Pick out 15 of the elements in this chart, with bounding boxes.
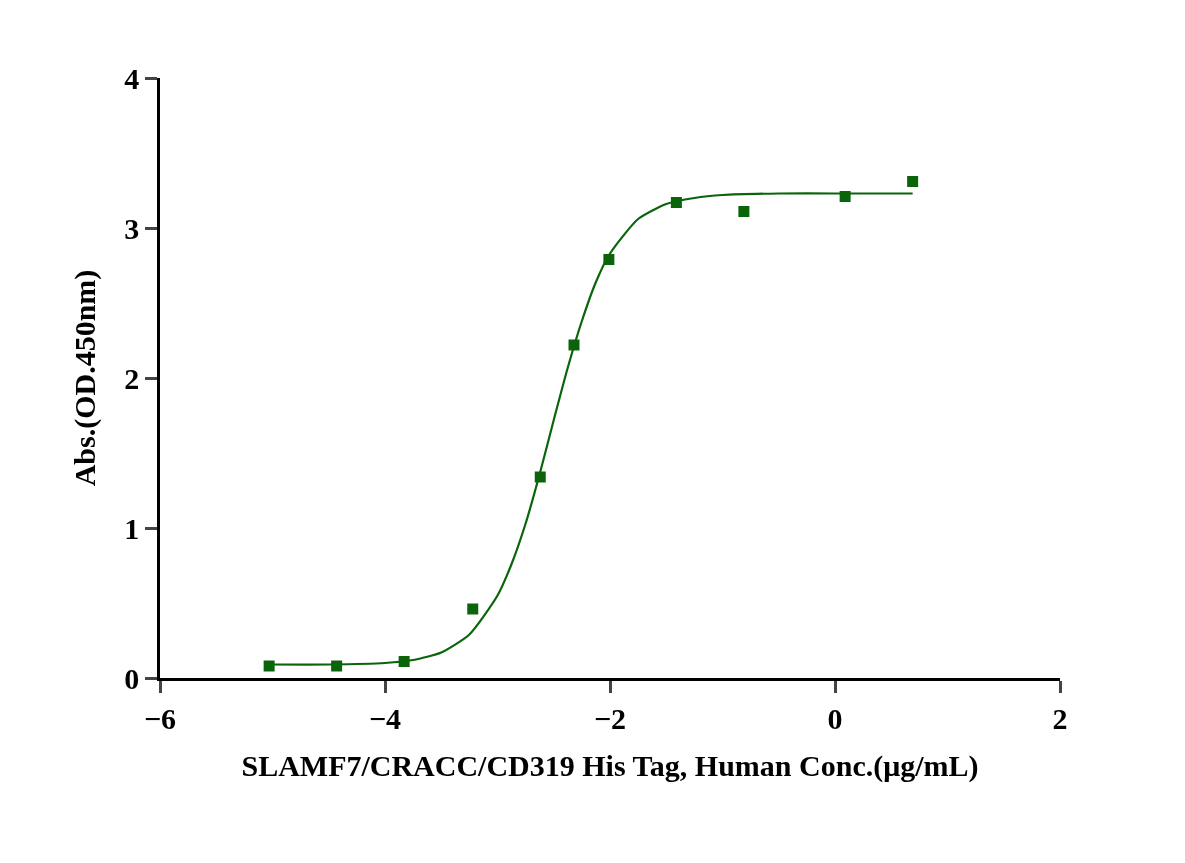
point bbox=[738, 206, 750, 217]
y-tick-label: 0 bbox=[124, 661, 140, 695]
point bbox=[467, 603, 479, 615]
y-tick-label: 4 bbox=[124, 61, 140, 95]
x-tick-label: 2 bbox=[1052, 701, 1068, 735]
point bbox=[907, 176, 919, 187]
x-tick-label: 0 bbox=[827, 701, 843, 735]
y-axis-title: Abs.(OD.450nm) bbox=[68, 269, 103, 487]
x-tick-label: −2 bbox=[593, 701, 627, 735]
y-tick-label: 3 bbox=[124, 211, 140, 245]
x-axis-title: SLAMF7/CRACC/CD319 His Tag, Human Conc.(μg/mL) bbox=[241, 749, 979, 784]
x-tick-label: −4 bbox=[368, 701, 402, 735]
y-tick-label: 1 bbox=[124, 511, 140, 545]
y-tick-label: 2 bbox=[124, 361, 140, 395]
x-tick-label: −6 bbox=[143, 701, 177, 735]
